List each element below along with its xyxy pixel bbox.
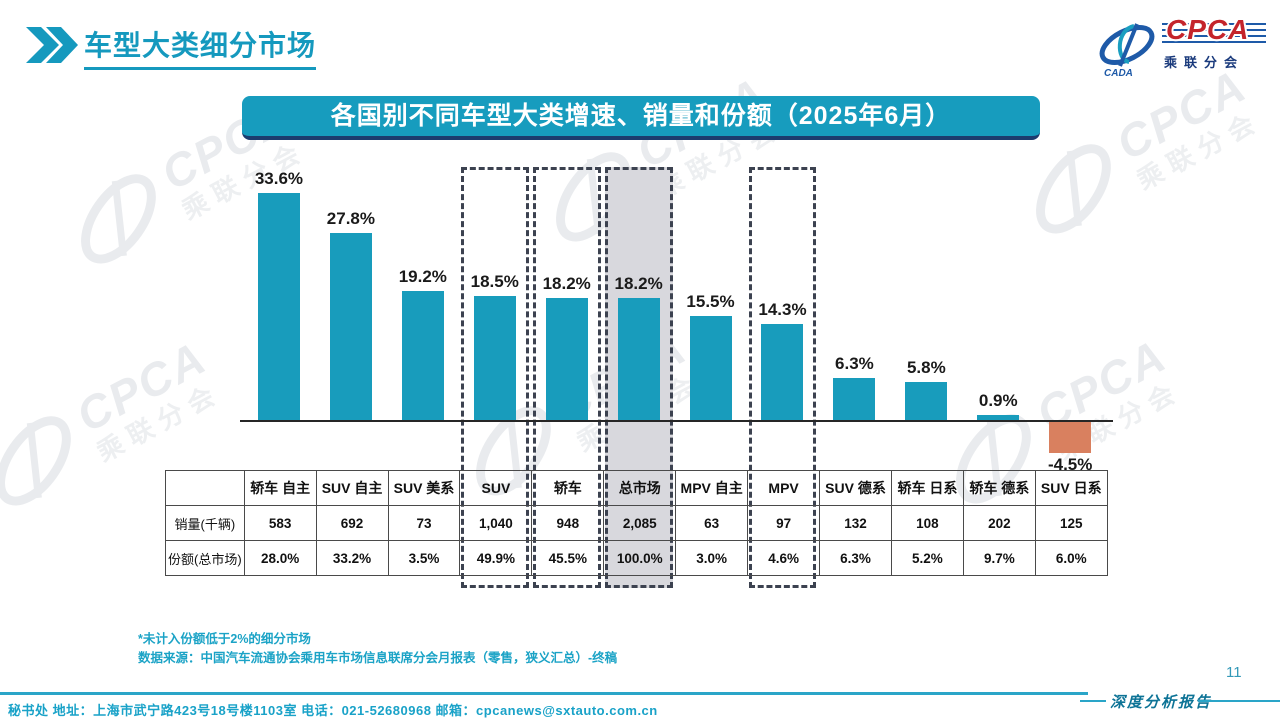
table-header-cell: 轿车 自主: [243, 470, 317, 506]
table-cell: 2,085: [603, 505, 677, 541]
chart-title-banner: 各国别不同车型大类增速、销量和份额（2025年6月）: [242, 96, 1040, 140]
table-header-cell: SUV 德系: [819, 470, 892, 506]
bar-value-label: 18.2%: [542, 273, 591, 293]
table-cell: 3.0%: [675, 540, 749, 576]
table-cell: 1,040: [459, 505, 533, 541]
footnotes: *未计入份额低于2%的细分市场 数据来源：中国汽车流通协会乘用车市场信息联席分会…: [138, 630, 617, 668]
table-cell: 49.9%: [459, 540, 533, 576]
table-header-cell: MPV 自主: [675, 470, 749, 506]
bar-value-label: 19.2%: [398, 266, 447, 286]
table-header-cell: SUV 自主: [315, 470, 389, 506]
bar-value-label: 6.3%: [835, 354, 874, 374]
table-cell: 28.0%: [243, 540, 317, 576]
table-cell: 692: [315, 505, 389, 541]
logo-stripe: [1162, 29, 1266, 31]
table-header-cell: 轿车: [531, 470, 605, 506]
logo-stripe: [1162, 23, 1266, 25]
footnote-line2: 数据来源：中国汽车流通协会乘用车市场信息联席分会月报表（零售，狭义汇总）-终稿: [138, 651, 618, 665]
bar: [905, 381, 948, 421]
page-title: 车型大类细分市场: [84, 24, 317, 70]
page-number: 11: [1226, 664, 1242, 681]
table-cell: 583: [243, 505, 317, 541]
table-cell: 63: [675, 505, 749, 541]
bar-value-label: 14.3%: [758, 300, 807, 320]
table-cell: 108: [890, 505, 964, 541]
bar: [401, 290, 444, 421]
bar-value-label: 33.6%: [254, 169, 304, 189]
table-cell: 97: [747, 505, 821, 541]
bar-value-label: 18.5%: [470, 271, 519, 291]
table-corner-cell: [165, 470, 245, 506]
logo-stripe: [1162, 41, 1266, 43]
report-label-line-right: [1198, 700, 1280, 702]
bar-value-label: 18.2%: [614, 273, 663, 293]
bar: [689, 315, 732, 421]
bar-value-label: 0.9%: [978, 390, 1018, 410]
table-cell: 9.7%: [962, 540, 1036, 576]
bar: [257, 193, 300, 421]
bar: [329, 232, 372, 421]
table-cell: 100.0%: [603, 540, 677, 576]
bar: [617, 297, 660, 421]
bar: [473, 295, 516, 421]
logo-cpca-label: CPCA: [1166, 14, 1250, 45]
data-table: 轿车 自主 SUV 自主 SUV 美系 SUV 轿车 总市场 MPV 自主 MPV SUV 德系…: [165, 470, 1108, 576]
highlight-dashed-box: [604, 167, 673, 588]
table-header-cell: SUV 日系: [1034, 470, 1108, 506]
x-axis-line: [240, 420, 1113, 422]
logo-subtitle: 乘联分会: [1164, 55, 1245, 70]
table-header-cell: SUV 美系: [387, 470, 461, 506]
table-cell: 948: [531, 505, 605, 541]
table-cell: 33.2%: [315, 540, 389, 576]
table-header-cell: SUV: [459, 470, 533, 506]
bar: [761, 324, 804, 421]
table-cell: 45.5%: [531, 540, 605, 576]
bar-value-label: 5.8%: [906, 357, 946, 377]
table-header-cell: MPV: [747, 470, 821, 506]
logo-stripe: [1162, 35, 1266, 37]
table-cell: 202: [962, 505, 1036, 541]
table-cell: 4.6%: [747, 540, 821, 576]
bar-value-label: 15.5%: [686, 291, 735, 311]
report-label: 深度分析报告: [1110, 695, 1213, 711]
table-cell: 6.3%: [819, 540, 892, 576]
table-cell: 6.0%: [1034, 540, 1108, 576]
double-chevron-icon: [26, 27, 78, 63]
bar-value-label: 27.8%: [326, 208, 375, 228]
table-header-cell: 总市场: [603, 470, 677, 506]
table-cell: 5.2%: [890, 540, 964, 576]
cpca-logo: CADA CPCA 乘联分会: [1096, 14, 1268, 82]
footer-contact: 秘书处 地址：上海市武宁路423号18号楼1103室 电话：021-526809…: [8, 703, 658, 718]
table-cell: 3.5%: [387, 540, 461, 576]
bar: [1049, 422, 1092, 453]
bar: [545, 297, 588, 421]
bar: [833, 378, 876, 421]
report-label-line-left: [1080, 700, 1106, 702]
table-header-cell: 轿车 日系: [890, 470, 964, 506]
table-header-cell: 轿车 德系: [962, 470, 1036, 506]
highlight-dashed-box: [460, 167, 529, 588]
svg-text:CADA: CADA: [1104, 68, 1133, 79]
cpca-logo-text: CPCA 乘联分会: [1162, 14, 1268, 78]
bar-value-label: -4.5%: [1047, 454, 1093, 474]
footnote-line1: *未计入份额低于2%的细分市场: [138, 632, 311, 646]
table-row-label: 销量(千辆): [165, 505, 245, 541]
table-cell: 132: [819, 505, 892, 541]
table-row-label: 份额(总市场): [165, 540, 245, 576]
table-cell: 73: [387, 505, 461, 541]
footer-divider: [0, 692, 1088, 695]
table-cell: 125: [1034, 505, 1108, 541]
highlight-dashed-box: [748, 167, 817, 588]
cada-swoosh-icon: CADA: [1099, 23, 1155, 79]
